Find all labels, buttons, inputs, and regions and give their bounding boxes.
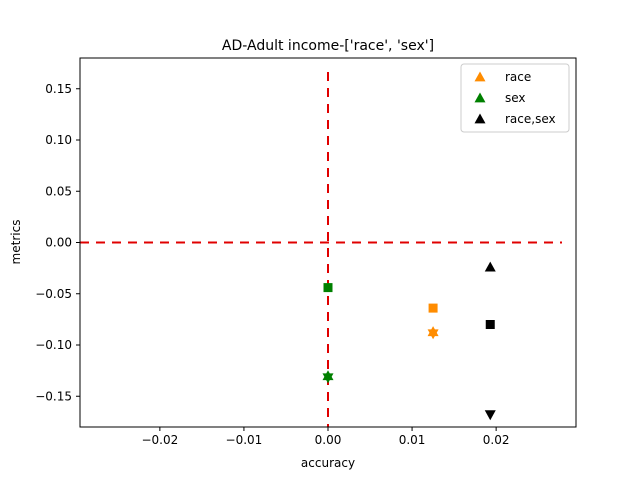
legend-marker-0 <box>474 71 486 82</box>
data-point-2-1 <box>485 320 495 329</box>
legend-box <box>460 63 570 133</box>
y-tick-label: 0.00 <box>45 236 72 250</box>
x-tick-label: 0.01 <box>399 433 426 447</box>
data-point-0-0 <box>428 303 438 313</box>
data-point-0-2 <box>427 329 439 340</box>
legend-label-2: race,sex <box>505 112 556 126</box>
legend-marker-2 <box>474 113 486 124</box>
y-tick-label: −0.15 <box>35 389 72 403</box>
legend-label-1: sex <box>505 91 526 105</box>
data-point-2-2 <box>484 410 496 421</box>
legend-marker-1 <box>474 92 486 103</box>
legend-label-0: race <box>505 70 531 84</box>
y-tick-label: 0.05 <box>45 184 72 198</box>
x-tick-label: 0.00 <box>315 433 342 447</box>
data-point-2-0 <box>484 261 496 272</box>
y-tick-label: 0.10 <box>45 133 72 147</box>
x-axis-label: accuracy <box>301 456 355 470</box>
y-tick-label: 0.15 <box>45 82 72 96</box>
chart-title: AD-Adult income-['race', 'sex'] <box>222 38 434 54</box>
y-tick-label: −0.05 <box>35 287 72 301</box>
legend: race sex race,sex <box>460 63 570 133</box>
x-tick-label: −0.01 <box>226 433 263 447</box>
y-tick-label: −0.10 <box>35 338 72 352</box>
x-tick-label: 0.02 <box>483 433 510 447</box>
data-point-1-2 <box>322 373 334 384</box>
plot-area <box>80 72 562 427</box>
x-tick-label: −0.02 <box>141 433 178 447</box>
y-axis-label: metrics <box>9 220 23 265</box>
data-point-1-0 <box>323 283 333 293</box>
